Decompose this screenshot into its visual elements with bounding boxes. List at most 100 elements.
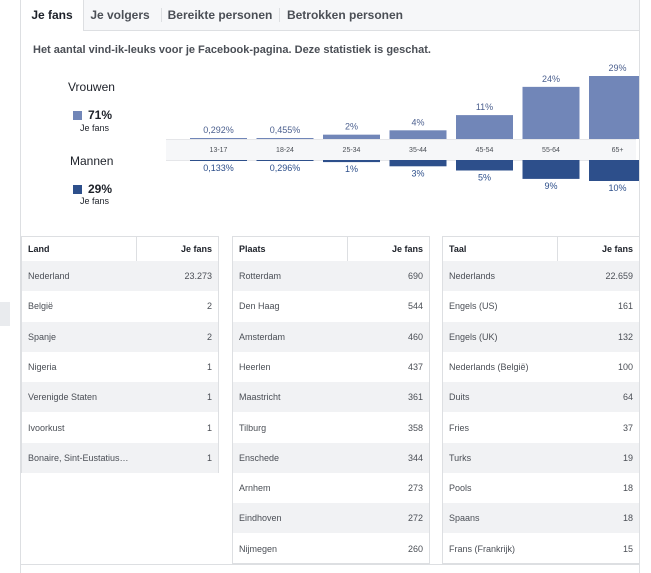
table-row: Duits 64 xyxy=(443,382,639,413)
table-row: Pools 18 xyxy=(443,473,639,503)
men-value-label: 0,296% xyxy=(270,163,301,173)
column-header-fans[interactable]: Je fans xyxy=(601,244,633,254)
row-fan-count: 1 xyxy=(206,452,212,463)
row-name: Spanje xyxy=(28,331,57,342)
table-row: België 2 xyxy=(22,291,218,321)
women-legend-swatch xyxy=(73,111,82,120)
row-name: Heerlen xyxy=(239,361,271,372)
row-name: Arnhem xyxy=(239,483,271,494)
tab-separator xyxy=(279,8,280,22)
women-bar-55-64 xyxy=(522,86,580,139)
row-fan-count: 260 xyxy=(407,543,423,554)
age-tick-label: 35-44 xyxy=(409,147,427,154)
row-fan-count: 64 xyxy=(622,392,633,403)
row-name: Amsterdam xyxy=(239,331,286,342)
tab-bereikte-personen[interactable]: Bereikte personen xyxy=(167,8,273,22)
country-table: Land Je fans Nederland 23.273 België 2 Spanje 2… xyxy=(21,236,219,473)
row-name: Ivoorkust xyxy=(28,422,65,433)
row-name: Nederland xyxy=(28,271,70,281)
women-subtitle: Je fans xyxy=(80,123,110,133)
row-name: België xyxy=(28,301,54,312)
row-fan-count: 37 xyxy=(622,422,633,433)
row-fan-count: 18 xyxy=(622,513,633,524)
table-row: Fries 37 xyxy=(443,413,639,443)
men-value-label: 10% xyxy=(608,183,626,193)
column-header-fans[interactable]: Je fans xyxy=(391,244,423,254)
table-row: Engels (US) 161 xyxy=(443,291,639,321)
row-fan-count: 344 xyxy=(407,452,423,463)
tab-je-fans[interactable]: Je fans xyxy=(21,0,84,31)
row-name: Den Haag xyxy=(239,301,280,312)
age-tick-label: 45-54 xyxy=(476,147,494,154)
column-header-name[interactable]: Plaats xyxy=(239,244,266,254)
age-tick-label: 13-17 xyxy=(210,147,228,154)
women-bar-13-17 xyxy=(190,138,247,139)
row-name: Frans (Frankrijk) xyxy=(449,543,516,554)
column-header-fans[interactable]: Je fans xyxy=(180,244,212,254)
table-row: Nijmegen 260 xyxy=(233,534,429,564)
women-bar-35-44 xyxy=(389,130,447,139)
table-row: Engels (UK) 132 xyxy=(443,321,639,352)
table-row: Amsterdam 460 xyxy=(233,321,429,352)
row-fan-count: 1 xyxy=(206,392,212,403)
women-value-label: 4% xyxy=(411,117,424,127)
column-divider xyxy=(557,237,558,263)
row-name: Fries xyxy=(449,422,469,433)
tab-separator xyxy=(161,8,162,22)
table-row: Heerlen 437 xyxy=(233,352,429,382)
row-name: Nijmegen xyxy=(239,543,278,554)
row-fan-count: 15 xyxy=(622,543,633,554)
table-row: Rotterdam 690 xyxy=(233,261,429,291)
women-title: Vrouwen xyxy=(68,80,115,94)
row-fan-count: 2 xyxy=(206,301,212,312)
age-gender-chart: 0,292% 0,133% 13-17 0,455% 0,296% 18-24 2% 1% 25… xyxy=(190,63,639,193)
women-bar-25-34 xyxy=(323,134,380,139)
tab-je-volgers[interactable]: Je volgers xyxy=(90,8,150,22)
row-name: Bonaire, Sint-Eustatius… xyxy=(28,452,129,463)
women-bar-45-54 xyxy=(456,115,513,139)
row-name: Nederlands (België) xyxy=(449,361,529,372)
table-row: Enschede 344 xyxy=(233,442,429,473)
row-fan-count: 358 xyxy=(407,422,423,433)
table-row: Maastricht 361 xyxy=(233,382,429,413)
row-fan-count: 1 xyxy=(206,422,212,433)
men-bar-18-24 xyxy=(256,160,314,161)
men-bar-25-34 xyxy=(323,160,380,163)
women-value-label: 11% xyxy=(476,102,493,112)
men-bar-45-54 xyxy=(456,160,513,171)
age-tick-label: 25-34 xyxy=(343,147,361,154)
table-row: Bonaire, Sint-Eustatius… 1 xyxy=(22,442,218,473)
tab-betrokken-personen[interactable]: Betrokken personen xyxy=(286,8,404,22)
row-fan-count: 19 xyxy=(622,452,633,463)
table-row: Spaans 18 xyxy=(443,503,639,534)
row-name: Nederlands xyxy=(449,271,496,281)
table-row: Nigeria 1 xyxy=(22,352,218,382)
table-header: Plaats Je fans xyxy=(233,237,429,264)
men-title: Mannen xyxy=(70,154,114,168)
women-percent: 71% xyxy=(88,108,113,122)
row-fan-count: 22.659 xyxy=(605,271,633,281)
table-row: Arnhem 273 xyxy=(233,473,429,503)
table-row: Eindhoven 272 xyxy=(233,503,429,534)
column-header-name[interactable]: Taal xyxy=(449,244,467,254)
men-bar-55-64 xyxy=(522,160,580,179)
page-edge-marker xyxy=(0,302,10,326)
men-bar-35-44 xyxy=(389,160,447,167)
men-value-label: 0,133% xyxy=(203,163,234,173)
bottom-divider xyxy=(21,564,639,565)
table-row: Ivoorkust 1 xyxy=(22,413,218,443)
men-bar-65+ xyxy=(589,160,639,181)
row-fan-count: 1 xyxy=(206,361,212,372)
row-name: Tilburg xyxy=(239,422,267,433)
men-value-label: 5% xyxy=(478,173,491,183)
column-header-name[interactable]: Land xyxy=(28,244,50,254)
women-value-label: 0,292% xyxy=(203,125,234,135)
men-value-label: 1% xyxy=(345,164,358,174)
row-fan-count: 273 xyxy=(407,483,423,494)
age-tick-label: 65+ xyxy=(612,147,624,154)
table-row: Turks 19 xyxy=(443,442,639,473)
age-tick-label: 55-64 xyxy=(542,147,560,154)
table-row: Frans (Frankrijk) 15 xyxy=(443,534,639,564)
men-value-label: 3% xyxy=(411,168,424,178)
women-bar-65+ xyxy=(589,76,639,139)
